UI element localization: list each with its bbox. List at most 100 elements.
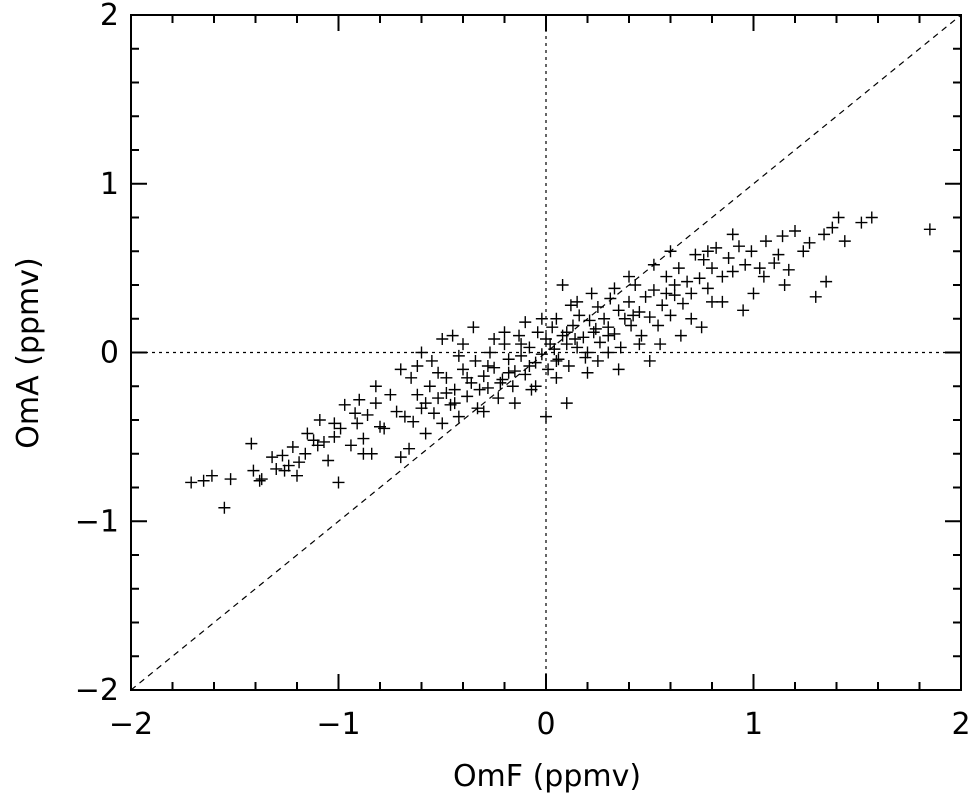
data-point — [523, 360, 536, 372]
data-point — [706, 262, 718, 275]
data-point — [643, 311, 656, 324]
data-point — [361, 408, 374, 421]
data-point — [224, 473, 237, 486]
data-point — [332, 476, 345, 489]
data-point — [519, 316, 532, 329]
data-point — [629, 279, 642, 291]
data-point — [394, 363, 407, 376]
data-point — [488, 361, 501, 374]
data-point — [461, 371, 474, 384]
data-point — [440, 387, 453, 399]
data-point — [452, 349, 465, 362]
data-point — [654, 338, 667, 351]
data-point — [585, 287, 598, 300]
data-point — [467, 321, 480, 334]
data-point — [255, 473, 268, 486]
data-point — [647, 258, 660, 271]
x-axis-label: OmF (ppmv) — [453, 759, 641, 794]
data-point — [502, 353, 515, 366]
data-point — [564, 299, 577, 312]
data-point — [357, 447, 370, 460]
x-tick-label: −2 — [109, 707, 153, 742]
data-point — [266, 451, 279, 464]
data-point — [598, 312, 611, 325]
data-point — [552, 353, 565, 366]
data-point — [403, 442, 416, 455]
data-point — [753, 262, 766, 275]
data-point — [789, 225, 801, 237]
data-point — [457, 363, 469, 376]
data-point — [494, 376, 507, 389]
data-point — [602, 329, 615, 342]
data-point — [832, 211, 845, 224]
data-point — [436, 417, 449, 430]
data-point — [652, 319, 665, 332]
data-point — [838, 235, 851, 248]
data-point — [672, 262, 685, 275]
data-point — [633, 338, 646, 351]
data-point — [411, 360, 424, 372]
data-point — [602, 346, 615, 359]
data-point — [452, 410, 465, 423]
data-point — [776, 230, 789, 243]
data-point — [544, 338, 557, 351]
data-point — [591, 354, 604, 367]
data-point — [477, 405, 490, 418]
data-point — [556, 279, 569, 291]
data-point — [612, 363, 625, 376]
data-point — [378, 422, 391, 435]
data-point — [608, 327, 621, 340]
data-point — [338, 398, 351, 411]
data-point — [732, 240, 745, 253]
data-point — [542, 363, 555, 376]
data-point — [436, 333, 449, 345]
data-point — [515, 338, 528, 351]
data-point — [301, 427, 314, 440]
data-point — [384, 388, 397, 401]
data-point — [369, 397, 382, 410]
data-point — [633, 306, 646, 318]
data-point — [253, 474, 266, 487]
data-point — [674, 329, 687, 342]
data-point — [583, 314, 596, 327]
data-point — [797, 245, 810, 258]
y-tick-label: −1 — [75, 504, 119, 539]
data-point — [405, 371, 418, 384]
data-point — [531, 326, 544, 339]
data-point — [923, 223, 936, 236]
data-point — [419, 427, 432, 440]
data-point — [282, 459, 295, 472]
x-tick-label: 1 — [744, 707, 763, 742]
data-point — [205, 469, 218, 482]
data-point — [625, 319, 638, 332]
data-point — [726, 265, 739, 278]
data-point — [473, 383, 486, 396]
data-point — [515, 349, 528, 362]
data-point — [550, 354, 563, 367]
data-point — [488, 333, 501, 345]
data-point — [197, 474, 210, 487]
data-point — [681, 275, 694, 288]
data-point — [291, 469, 303, 482]
x-tick-label: 0 — [536, 707, 555, 742]
data-point — [623, 295, 635, 308]
data-point — [614, 341, 627, 354]
data-point — [276, 449, 289, 462]
data-point — [353, 393, 366, 406]
data-point — [245, 437, 258, 450]
data-point — [218, 501, 231, 514]
data-point — [529, 356, 542, 369]
data-point — [293, 456, 306, 469]
data-point — [502, 366, 515, 379]
data-points — [185, 211, 936, 514]
axis-ticks — [130, 14, 962, 691]
data-point — [581, 346, 594, 359]
data-point — [571, 341, 584, 354]
data-point — [668, 279, 681, 291]
data-point — [701, 282, 714, 295]
y-tick-label: −2 — [75, 673, 119, 708]
data-point — [519, 368, 532, 381]
data-point — [759, 235, 772, 248]
data-point — [550, 312, 563, 325]
